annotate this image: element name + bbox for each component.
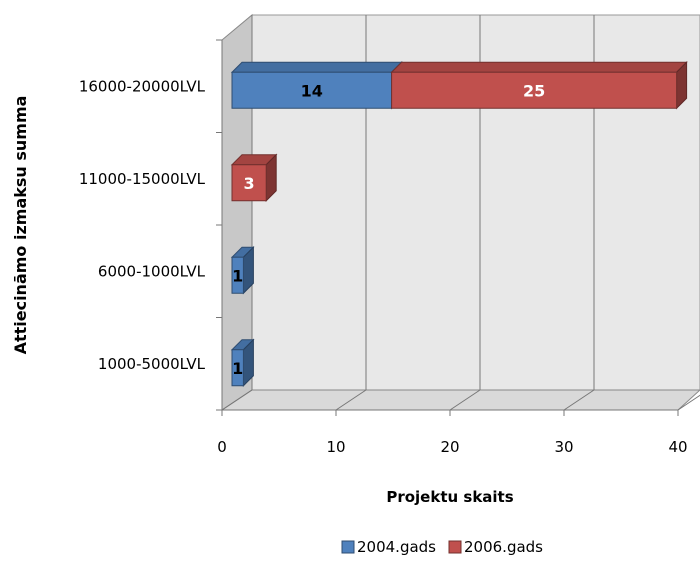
floor-grid-line — [449, 389, 481, 411]
x-tick-label: 0 — [217, 438, 227, 456]
data-label: 14 — [301, 81, 323, 100]
data-label: 3 — [244, 174, 255, 193]
data-label: 1 — [232, 359, 243, 378]
floor-grid-line — [677, 394, 700, 411]
bar-top-face — [230, 61, 403, 73]
bar-2004.gads-16000-20000LVL: 14 — [230, 61, 403, 110]
bar-2006.gads-11000-15000LVL: 3 — [230, 153, 278, 202]
bar-front-face — [391, 71, 678, 109]
bars: 14 25 3 1 1 — [230, 61, 688, 387]
bar-front-face — [231, 256, 244, 294]
y-axis-title: Attiecināmo izmaksu summa — [11, 96, 30, 355]
bar-2004.gads-1000-5000LVL: 1 — [230, 338, 255, 387]
bar-2004.gads-6000-1000LVL: 1 — [230, 246, 255, 295]
legend-swatch — [341, 540, 355, 554]
legend-label: 2004.gads — [357, 538, 436, 556]
bar-front-face — [231, 349, 244, 387]
y-tick-label: 1000-5000LVL — [98, 355, 206, 373]
x-tick-label: 40 — [668, 438, 687, 456]
legend: 2004.gads 2006.gads — [341, 538, 543, 556]
bar-2006.gads-16000-20000LVL: 25 — [390, 61, 688, 110]
bar-front-face — [231, 71, 393, 109]
floor-grid-line — [563, 389, 595, 411]
legend-swatch — [448, 540, 462, 554]
x-tick-label: 10 — [326, 438, 345, 456]
x-tick-label: 30 — [554, 438, 573, 456]
legend-label: 2006.gads — [464, 538, 543, 556]
floor-grid-line — [335, 389, 367, 411]
x-tick-label: 20 — [440, 438, 459, 456]
y-tick-label: 16000-20000LVL — [79, 77, 206, 95]
floor — [220, 389, 700, 411]
y-axis: 16000-20000LVL 11000-15000LVL 6000-1000LVL… — [79, 39, 223, 411]
bar-top-face — [390, 61, 688, 73]
data-label: 1 — [232, 266, 243, 285]
floor-grid-line — [221, 389, 253, 411]
x-axis: 0 10 20 30 40 — [217, 409, 688, 456]
y-tick-label: 11000-15000LVL — [79, 170, 206, 188]
x-axis-title: Projektu skaits — [386, 488, 513, 506]
bar-front-face — [231, 164, 267, 202]
y-tick-label: 6000-1000LVL — [98, 262, 206, 280]
data-label: 25 — [523, 81, 545, 100]
